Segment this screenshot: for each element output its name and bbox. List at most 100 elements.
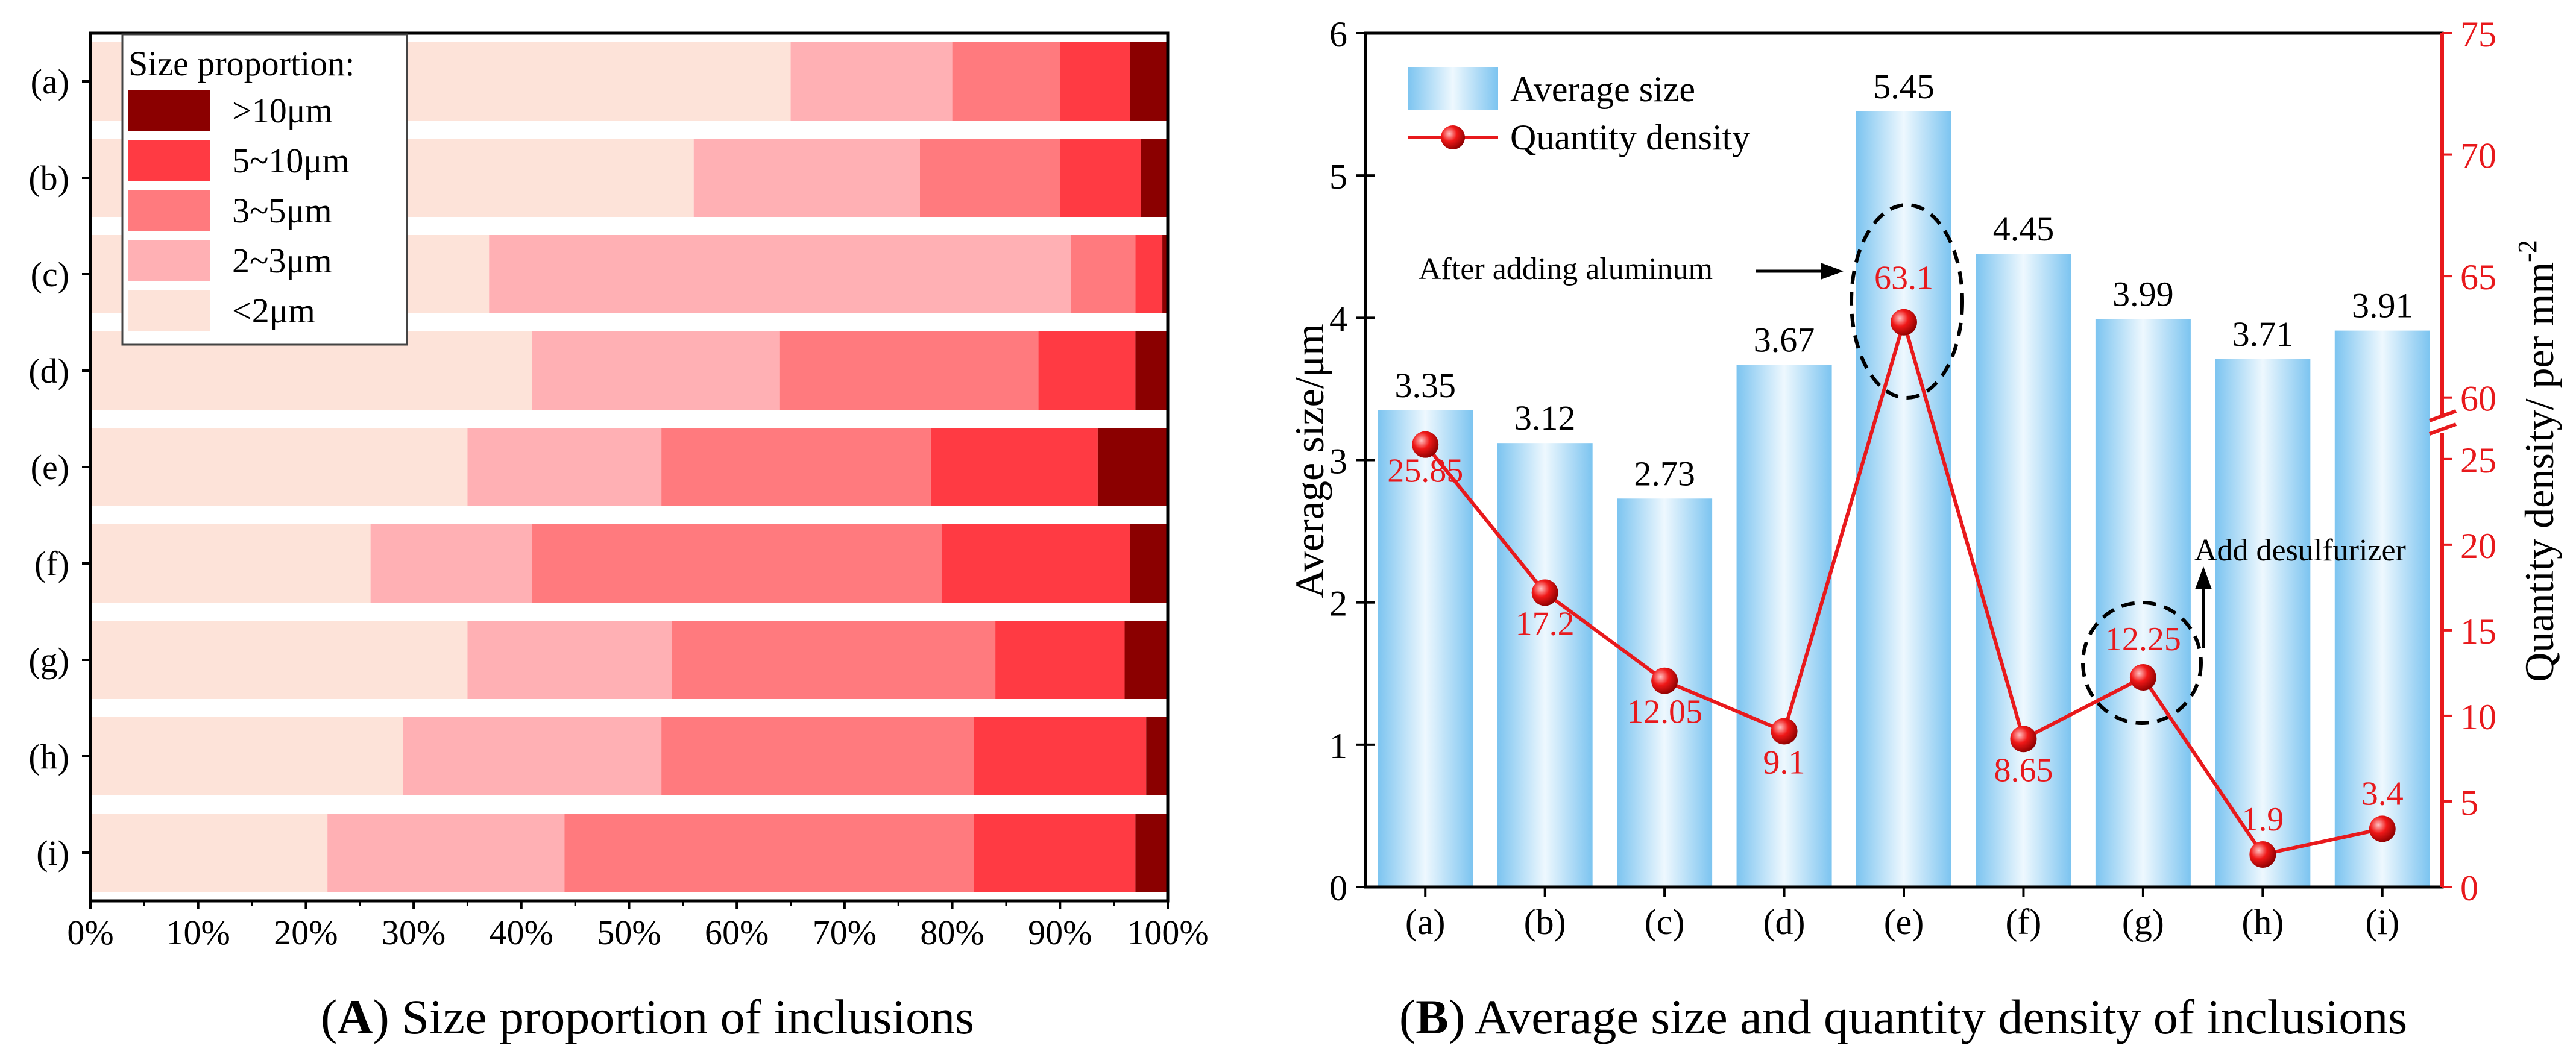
bar-segment-i-5-10-m: [974, 814, 1136, 892]
bar-segment-a-3-5-m: [952, 42, 1060, 121]
right-y-tick-label: 65: [2460, 257, 2496, 297]
density-point-e: [1891, 309, 1917, 336]
right-axis-break-mark-upper: [2428, 409, 2457, 422]
bar-segment-c-5-10-m: [1135, 235, 1163, 313]
panel-a-x-tick-label: 90%: [1028, 913, 1092, 952]
right-y-tick-label: 0: [2460, 868, 2478, 908]
panel-b-x-tick-label: (a): [1405, 902, 1446, 942]
bar-segment-e--10-m: [1097, 428, 1168, 506]
panel-a-legend: Size proportion: >10μm 5~10μm 3~5μm 2~3μm <2…: [121, 33, 408, 346]
size-bar-label: 3.91: [2352, 286, 2413, 325]
bar-segment-c-3-5-m: [1071, 235, 1136, 313]
legend-swatch-5-10-m: [128, 140, 210, 181]
panel-a-x-tick-label: 10%: [166, 913, 230, 952]
right-y-tick-label: 75: [2460, 14, 2496, 54]
annotation-add-desulfurizer: Add desulfurizer: [2194, 533, 2406, 568]
panel-b-x-tick-label: (b): [1524, 902, 1566, 942]
bar-segment-g-5-10-m: [995, 621, 1125, 699]
bar-segment-e-3-5-m: [661, 428, 931, 506]
density-point-h: [2249, 841, 2276, 868]
legend-bar-swatch: [1408, 67, 1498, 110]
left-axis-title: Average size/μm: [1286, 324, 1332, 598]
bar-segment-d--10-m: [1135, 331, 1168, 410]
density-label: 3.4: [2361, 775, 2404, 812]
size-bar-label: 5.45: [1873, 67, 1935, 106]
size-bar-e: [1856, 111, 1951, 888]
panel-a-y-tick-label: (g): [28, 641, 69, 680]
left-y-tick-label: 4: [1329, 299, 1347, 339]
size-bar-f: [1976, 254, 2071, 887]
right-y-tick-label: 70: [2460, 136, 2496, 176]
right-axis-title-main: Quantity density/ per mm: [2516, 262, 2562, 682]
size-bar-label: 3.12: [1514, 398, 1576, 437]
panel-b-bar-line-chart: 3.35 3.12 2.73 3.67 5.45 4.45 3.99 3.71 3.91 25.…: [1286, 14, 2562, 1044]
left-y-tick-label: 5: [1329, 157, 1347, 196]
density-point-i: [2369, 815, 2396, 842]
density-label: 25.85: [1387, 453, 1463, 490]
bar-segment-b-3-5-m: [919, 139, 1060, 217]
density-label: 12.25: [2105, 621, 2181, 658]
density-point-d: [1771, 718, 1798, 745]
bar-segment-a--10-m: [1130, 42, 1168, 121]
panel-b-caption-text: ) Average size and quantity density of i…: [1449, 989, 2407, 1044]
legend-swatch-3-5-m: [128, 190, 210, 231]
legend-swatch-2-3-m: [128, 240, 210, 281]
legend-label: <2μm: [232, 291, 315, 330]
right-axis-title: Quantity density/ per mm-2: [2513, 240, 2562, 682]
panel-a-caption: (A) Size proportion of inclusions: [321, 989, 974, 1044]
size-bar-label: 3.35: [1394, 366, 1456, 405]
right-y-tick-label: 60: [2460, 379, 2496, 419]
bar-segment-g--2-m: [90, 621, 468, 699]
left-y-tick-label: 3: [1329, 442, 1347, 481]
size-bar-d: [1736, 365, 1832, 887]
panel-a-legend-title: Size proportion:: [128, 44, 354, 83]
panel-a-x-tick-label: 20%: [274, 913, 338, 952]
bar-segment-f--10-m: [1130, 524, 1168, 603]
panel-a-y-ticks: (a) (b) (c) (d) (e) (f) (g) (h) (i): [28, 62, 90, 873]
size-bar-label: 2.73: [1634, 454, 1695, 493]
bar-segment-g-3-5-m: [672, 621, 996, 699]
bar-segment-i-2-3-m: [327, 814, 565, 892]
annotation-ellipse-e: [1850, 203, 1964, 400]
panel-a-x-tick-label: 70%: [813, 913, 877, 952]
panel-b-density-labels: 25.85 17.2 12.05 9.1 63.1 8.65 12.25 1.9 3.4: [1387, 260, 2404, 838]
panel-a-caption-text: ) Size proportion of inclusions: [373, 989, 974, 1044]
density-label: 9.1: [1763, 744, 1806, 781]
panel-a-x-tick-label: 30%: [382, 913, 446, 952]
panel-b-x-tick-label: (g): [2122, 902, 2164, 942]
panel-b-caption-letter: B: [1416, 989, 1449, 1044]
bar-segment-f--2-m: [90, 524, 371, 603]
panel-b-bar-labels: 3.35 3.12 2.73 3.67 5.45 4.45 3.99 3.71 3.91: [1394, 67, 2413, 493]
density-label: 1.9: [2241, 801, 2284, 838]
panel-b-x-tick-label: (e): [1884, 902, 1924, 942]
panel-a-x-tick-label: 100%: [1127, 913, 1208, 952]
bar-segment-g-2-3-m: [467, 621, 672, 699]
panel-a-y-tick-label: (b): [28, 158, 69, 198]
legend-line-marker: [1441, 125, 1465, 149]
panel-a-x-ticks: 0% 10% 20% 30% 40% 50% 60% 70% 80% 90% 100%: [67, 901, 1209, 952]
bar-segment-e-2-3-m: [467, 428, 662, 506]
bar-segment-f-3-5-m: [532, 524, 942, 603]
bar-segment-c-2-3-m: [489, 235, 1071, 313]
bar-segment-d-2-3-m: [532, 331, 780, 410]
right-axis-break-mark-lower: [2428, 422, 2457, 436]
bar-segment-i--2-m: [90, 814, 328, 892]
panel-a-y-tick-label: (e): [31, 448, 69, 487]
panel-b-x-ticks: (a) (b) (c) (d) (e) (f) (g) (h) (i): [1405, 887, 2399, 942]
panel-b-legend: Average size Quantity density: [1408, 67, 1750, 157]
panel-b-right-ticks: 0 5 10 15 20 25 60 65 70 75: [2442, 14, 2496, 908]
legend-swatch--2-m: [128, 290, 210, 331]
panel-b-x-tick-label: (d): [1763, 902, 1806, 942]
bar-segment-i--10-m: [1135, 814, 1168, 892]
bar-segment-f-2-3-m: [370, 524, 532, 603]
size-bar-g: [2095, 319, 2191, 887]
panel-b-density-line: [1412, 309, 2396, 868]
bar-segment-c--10-m: [1162, 235, 1168, 313]
density-point-c: [1651, 667, 1678, 694]
annotation-after-adding-aluminum: After adding aluminum: [1419, 252, 1713, 286]
panel-b-x-tick-label: (c): [1645, 902, 1685, 942]
legend-bar-label: Average size: [1510, 69, 1695, 109]
legend-label: 5~10μm: [232, 141, 350, 180]
bar-segment-a-5-10-m: [1060, 42, 1130, 121]
panel-a-y-tick-label: (a): [31, 62, 69, 101]
